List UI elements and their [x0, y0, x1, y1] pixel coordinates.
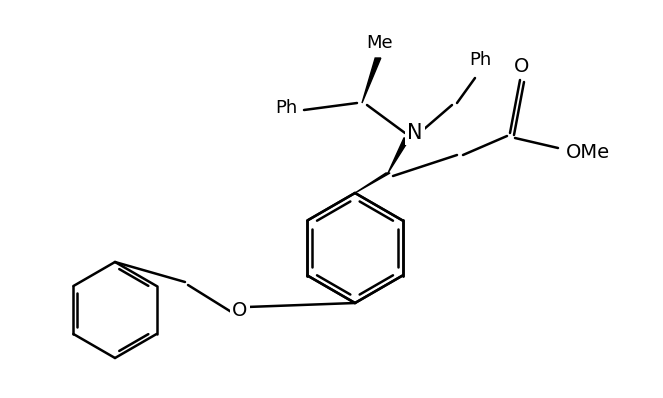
Polygon shape [355, 173, 390, 193]
Polygon shape [388, 138, 410, 173]
Polygon shape [362, 58, 381, 103]
Text: O: O [232, 300, 248, 320]
Text: OMe: OMe [566, 144, 610, 162]
Text: Me: Me [367, 34, 393, 52]
Text: N: N [407, 123, 423, 143]
Text: Ph: Ph [469, 51, 491, 69]
Text: O: O [514, 57, 530, 76]
Text: Ph: Ph [275, 99, 297, 117]
